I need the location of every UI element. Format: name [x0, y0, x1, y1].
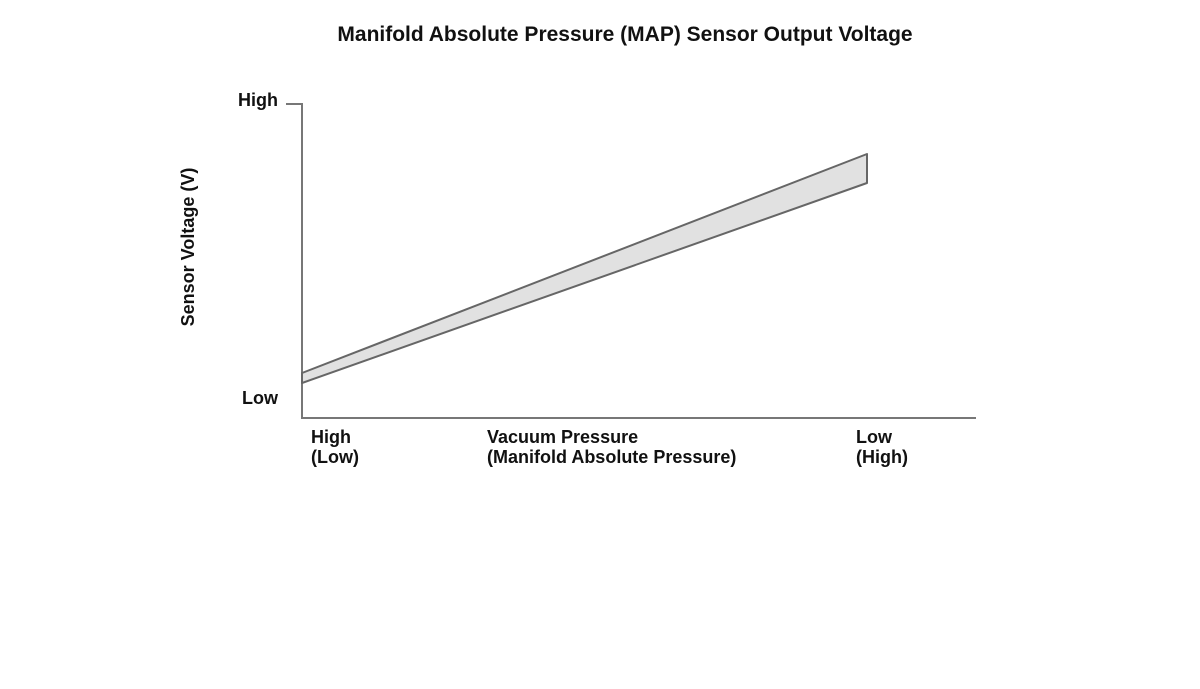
y-high-label: High [238, 90, 278, 110]
x-center-label: Vacuum Pressure (Manifold Absolute Press… [487, 427, 736, 467]
x-right-label: Low (High) [856, 427, 908, 467]
x-right-line: Low [856, 427, 893, 447]
x-center-line: Vacuum Pressure [487, 427, 638, 447]
x-left-line: (Low) [311, 447, 359, 467]
x-left-label: High (Low) [311, 427, 359, 467]
output-band [301, 153, 868, 384]
y-low-label: Low [242, 388, 279, 408]
title: Manifold Absolute Pressure (MAP) Sensor … [337, 23, 912, 46]
x-left-line: High [311, 427, 351, 447]
x-right-line: (High) [856, 447, 908, 467]
x-center-line: (Manifold Absolute Pressure) [487, 447, 736, 467]
y-axis-label: Sensor Voltage (V) [178, 168, 198, 327]
